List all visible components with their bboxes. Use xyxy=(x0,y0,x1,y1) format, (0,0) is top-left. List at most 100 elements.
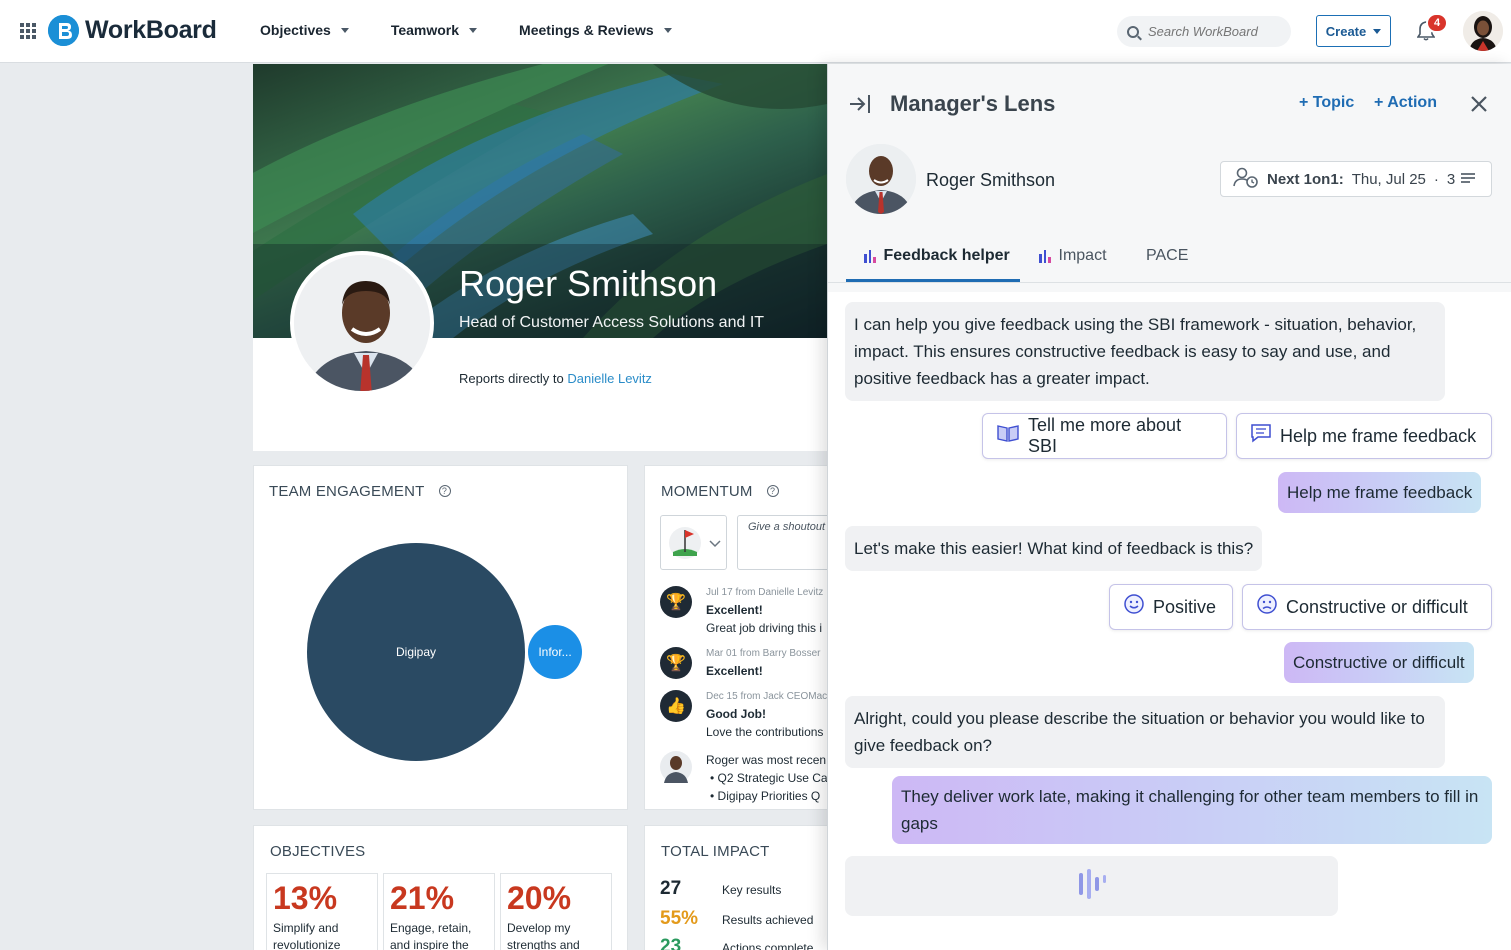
typing-indicator xyxy=(845,856,1338,916)
lens-tabs: Feedback helper Impact PACE xyxy=(828,239,1511,283)
search-box[interactable] xyxy=(1117,16,1291,47)
profile-photo xyxy=(290,251,434,395)
thumbs-up-icon: 👍 xyxy=(660,690,692,722)
close-icon[interactable] xyxy=(1468,93,1490,115)
objective-percent: 20% xyxy=(507,880,572,916)
collapse-panel-icon[interactable] xyxy=(848,93,872,115)
momentum-bullet-text: Q2 Strategic Use Ca xyxy=(717,771,828,785)
bot-message: Alright, could you please describe the s… xyxy=(845,696,1445,768)
chevron-down-icon xyxy=(663,27,672,33)
smile-icon xyxy=(1123,593,1145,621)
profile-card: Roger Smithson Head of Customer Access S… xyxy=(253,64,827,451)
next-1on1-pill[interactable]: Next 1on1: Thu, Jul 25 · 3 xyxy=(1220,161,1492,197)
person-avatar-icon xyxy=(660,751,692,783)
tell-me-more-sbi-button[interactable]: Tell me more about SBI xyxy=(982,413,1227,459)
momentum-title-text: MOMENTUM xyxy=(661,483,753,500)
momentum-meta: Jul 17 from Danielle Levitz xyxy=(706,587,824,598)
add-action-button[interactable]: + Action xyxy=(1374,94,1437,111)
chat-bubble-icon xyxy=(1250,423,1272,449)
objective-description: Engage, retain, and inspire the xyxy=(390,921,472,950)
feedback-chat: I can help you give feedback using the S… xyxy=(828,292,1511,950)
user-message: Help me frame feedback xyxy=(1278,472,1482,513)
create-button[interactable]: Create xyxy=(1316,15,1391,47)
shoutout-input[interactable]: Give a shoutout xyxy=(737,515,833,570)
total-impact-card: TOTAL IMPACT 27 Key results 55% Results ac… xyxy=(644,825,834,950)
impact-row: 55% Results achieved xyxy=(660,908,813,930)
help-frame-feedback-label: Help me frame feedback xyxy=(1280,425,1477,446)
impact-number: 23 xyxy=(660,936,682,950)
constructive-label: Constructive or difficult xyxy=(1286,596,1468,617)
tab-feedback-helper[interactable]: Feedback helper xyxy=(864,247,1010,265)
manager-link[interactable]: Danielle Levitz xyxy=(567,371,652,386)
team-engagement-title-text: TEAM ENGAGEMENT xyxy=(269,483,425,500)
tab-pace[interactable]: PACE xyxy=(1146,247,1188,265)
nav-teamwork[interactable]: Teamwork xyxy=(391,22,478,38)
help-frame-feedback-button[interactable]: Help me frame feedback xyxy=(1236,413,1492,459)
momentum-bullet: • Digipay Priorities Q xyxy=(710,789,821,803)
nav-meetings-label: Meetings & Reviews xyxy=(519,22,654,38)
lens-title: Manager's Lens xyxy=(890,91,1056,116)
objective-percent: 13% xyxy=(273,880,338,916)
meeting-person-clock-icon xyxy=(1233,166,1259,192)
momentum-text: Love the contributions xyxy=(706,725,824,739)
objectives-card: OBJECTIVES 13% Simplify and revolutioniz… xyxy=(253,825,628,950)
bot-message: I can help you give feedback using the S… xyxy=(845,302,1445,401)
tell-me-more-sbi-label: Tell me more about SBI xyxy=(1028,415,1182,456)
next-1on1-date: Thu, Jul 25 xyxy=(1351,170,1426,188)
tab-feedback-helper-label: Feedback helper xyxy=(883,247,1010,264)
search-icon xyxy=(1127,25,1139,38)
momentum-bullet: • Q2 Strategic Use Ca xyxy=(710,771,828,785)
momentum-title: MOMENTUM? xyxy=(661,483,779,500)
search-input[interactable] xyxy=(1148,24,1288,39)
shoutout-badge-select[interactable] xyxy=(660,515,727,570)
objectives-title: OBJECTIVES xyxy=(270,843,366,860)
momentum-bullet-text: Digipay Priorities Q xyxy=(717,789,821,803)
tab-pace-label: PACE xyxy=(1146,247,1189,264)
team-engagement-title: TEAM ENGAGEMENT? xyxy=(269,483,451,500)
team-engagement-card: TEAM ENGAGEMENT? Digipay Infor... xyxy=(253,465,628,810)
objective-description: Simplify and revolutionize xyxy=(273,921,341,950)
active-tab-indicator xyxy=(846,279,1020,282)
next-1on1-label: Next 1on1: xyxy=(1267,170,1344,188)
agenda-list-icon xyxy=(1461,171,1476,188)
chevron-down-icon xyxy=(1373,28,1382,34)
lens-header: Manager's Lens + Topic + Action Roger Sm… xyxy=(828,64,1511,292)
managers-lens-panel: Manager's Lens + Topic + Action Roger Sm… xyxy=(827,64,1511,950)
impact-label: Key results xyxy=(722,883,782,897)
momentum-text: Great job driving this i xyxy=(706,621,823,635)
impact-icon xyxy=(1039,249,1051,263)
feedback-helper-icon xyxy=(864,249,876,263)
momentum-card: MOMENTUM? Give a shoutout 🏆 Jul 17 from … xyxy=(644,465,834,810)
chevron-down-icon xyxy=(469,27,478,33)
positive-feedback-button[interactable]: Positive xyxy=(1109,584,1233,630)
impact-number: 27 xyxy=(660,878,682,899)
tab-impact[interactable]: Impact xyxy=(1039,247,1107,265)
positive-label: Positive xyxy=(1153,596,1217,617)
book-icon xyxy=(996,423,1020,449)
objective-tile[interactable]: 20% Develop my strengths and xyxy=(500,873,612,950)
constructive-feedback-button[interactable]: Constructive or difficult xyxy=(1242,584,1492,630)
engagement-bubble-infor[interactable]: Infor... xyxy=(528,625,582,679)
user-avatar[interactable] xyxy=(1463,11,1503,51)
engagement-bubble-digipay[interactable]: Digipay xyxy=(307,543,525,761)
nav-objectives[interactable]: Objectives xyxy=(260,22,349,38)
main-nav: Objectives Teamwork Meetings & Reviews xyxy=(260,22,714,38)
impact-row: 27 Key results xyxy=(660,878,781,900)
workboard-logo[interactable]: WorkBoard xyxy=(48,15,217,46)
help-icon[interactable]: ? xyxy=(438,485,451,497)
objective-tile[interactable]: 21% Engage, retain, and inspire the xyxy=(383,873,495,950)
impact-number: 55% xyxy=(660,908,699,929)
logo-text: WorkBoard xyxy=(85,16,217,44)
bot-message: Let's make this easier! What kind of fee… xyxy=(845,526,1263,571)
objective-tile[interactable]: 13% Simplify and revolutionize xyxy=(266,873,378,950)
workboard-logo-icon xyxy=(48,15,79,46)
reports-prefix: Reports directly to xyxy=(459,371,564,386)
app-grid-icon[interactable] xyxy=(20,23,36,39)
nav-objectives-label: Objectives xyxy=(260,22,331,38)
frown-icon xyxy=(1256,593,1278,621)
impact-label: Actions complete xyxy=(722,941,814,950)
nav-meetings-reviews[interactable]: Meetings & Reviews xyxy=(519,22,672,38)
help-icon[interactable]: ? xyxy=(766,485,779,497)
typing-waveform-icon xyxy=(1077,867,1107,906)
add-topic-button[interactable]: + Topic xyxy=(1299,94,1355,111)
